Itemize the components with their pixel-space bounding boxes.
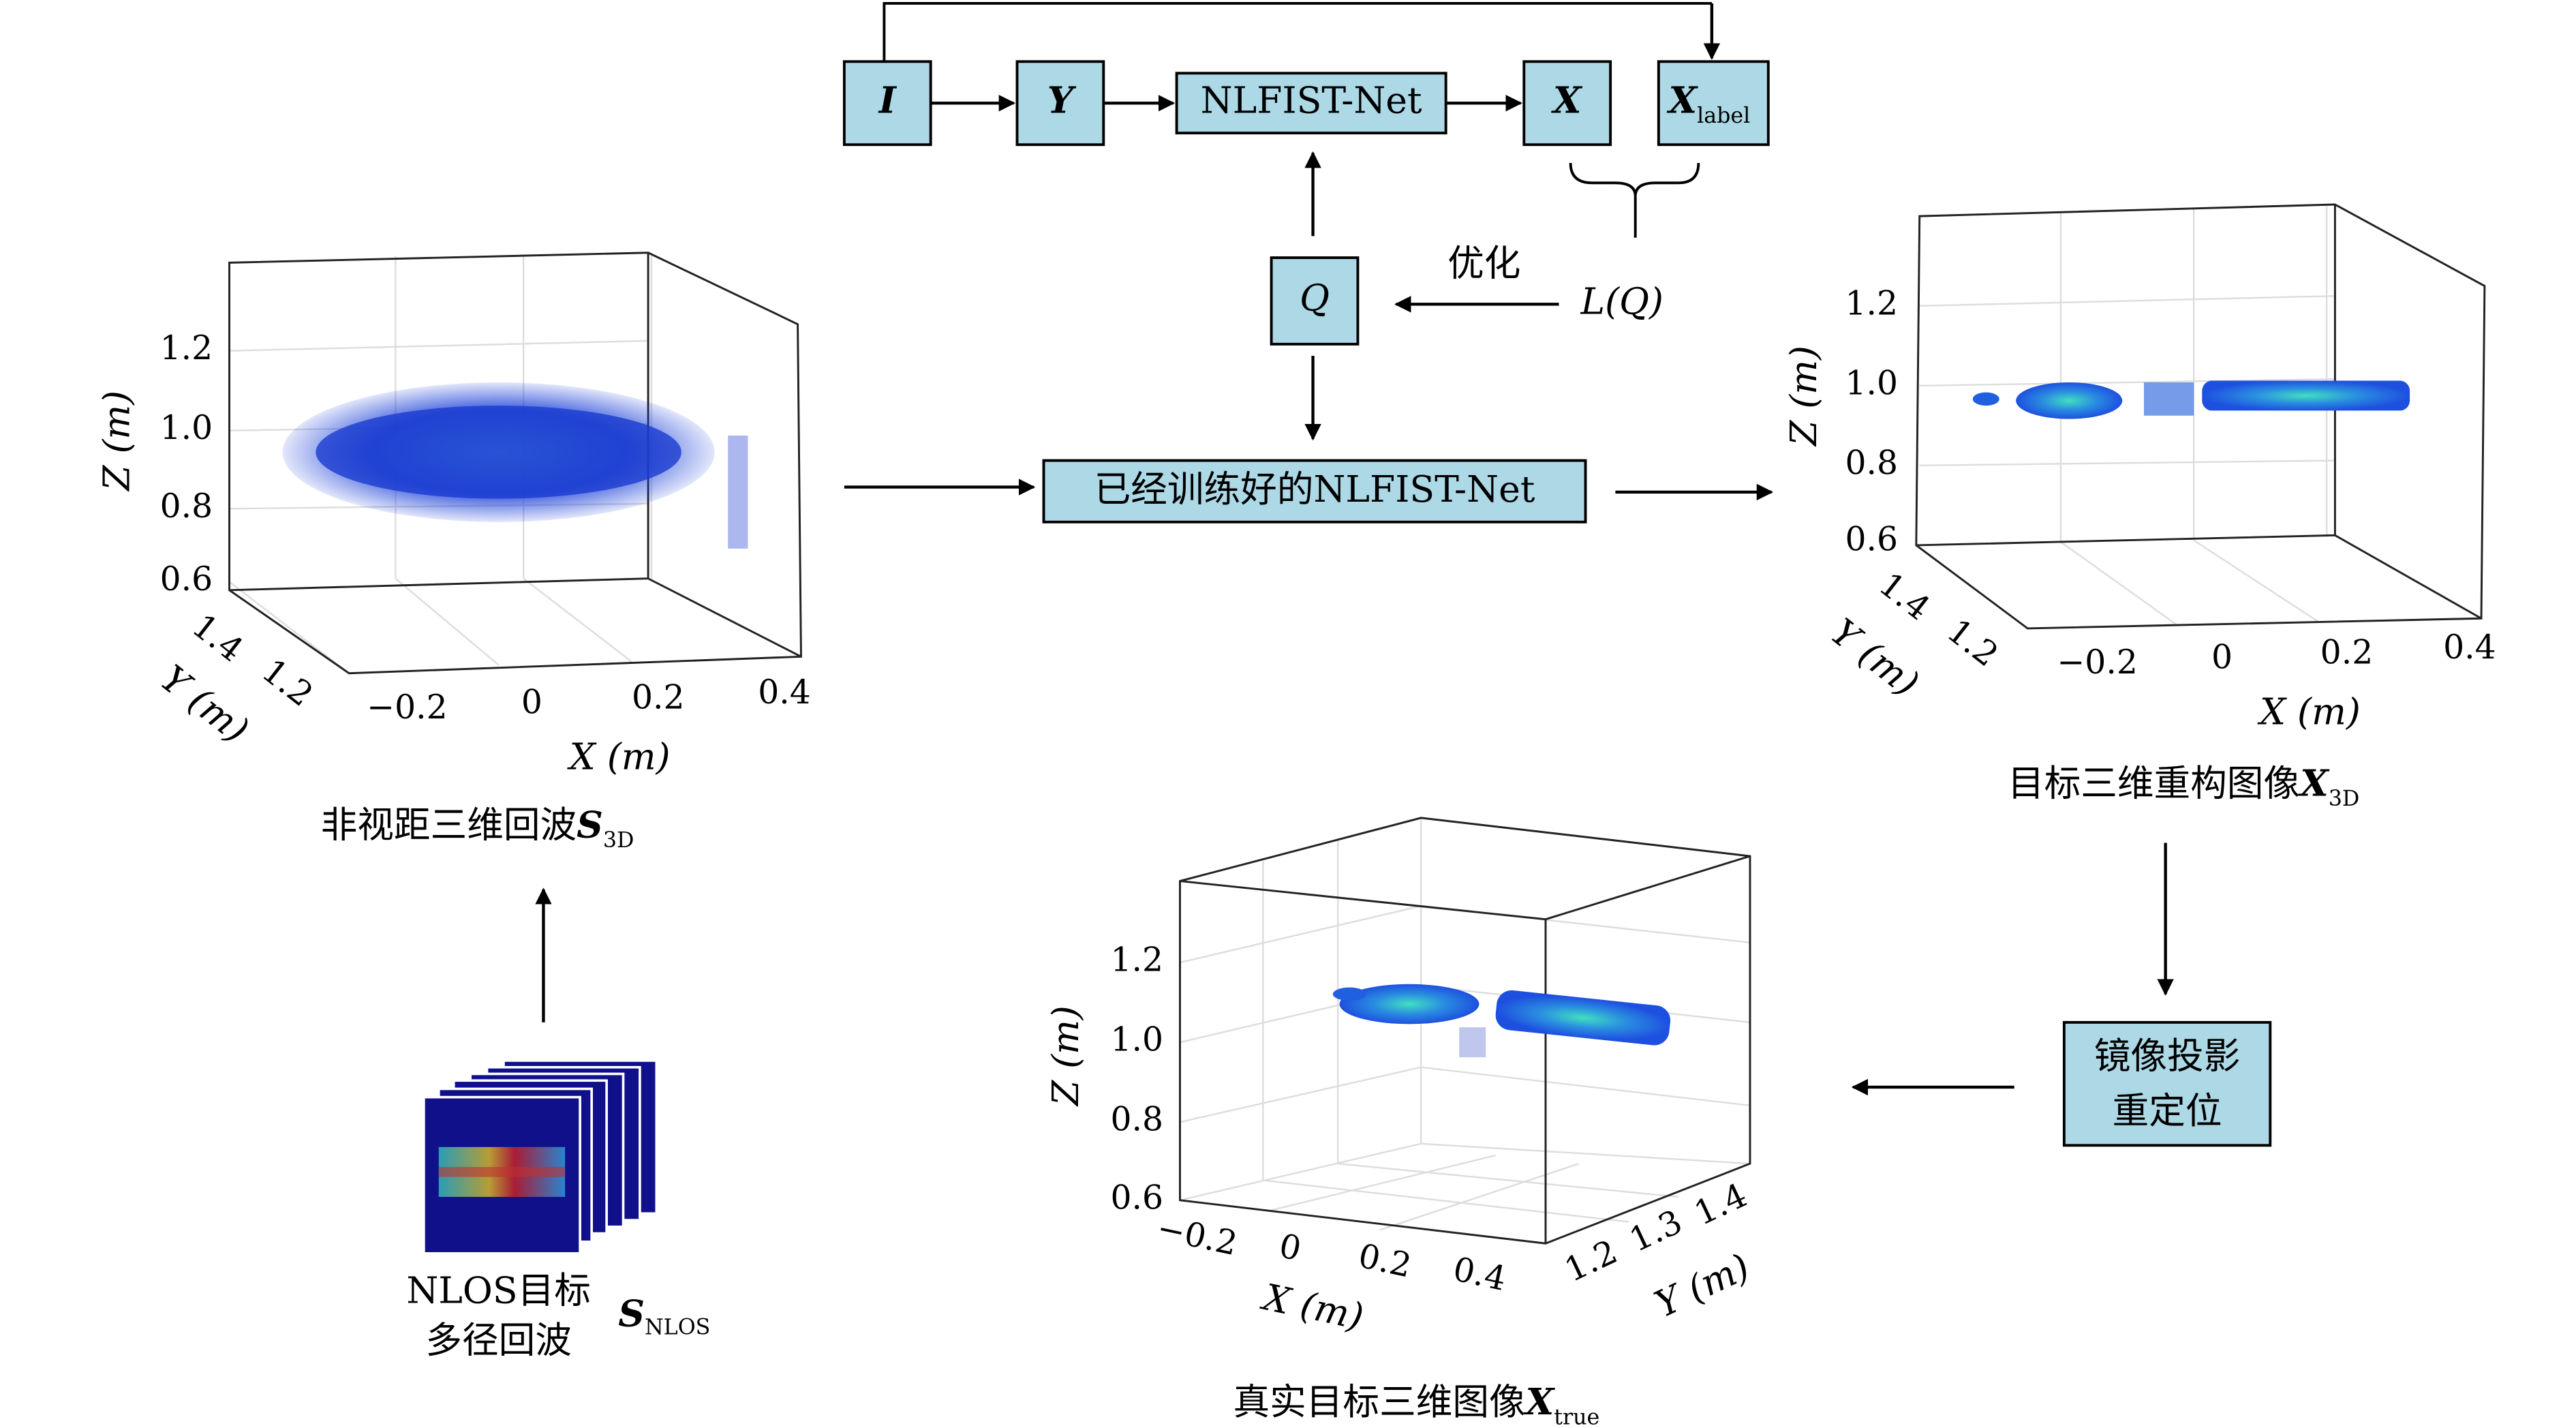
y-tick: 1.2 xyxy=(1940,611,2006,675)
symbol: X xyxy=(2298,762,2330,805)
y-axis-label: Y (m) xyxy=(1649,1245,1756,1326)
y-tick: 1.2 xyxy=(1559,1232,1623,1290)
reconstruction-volume xyxy=(1972,392,1999,406)
subscript: NLOS xyxy=(645,1315,710,1339)
symbol: S xyxy=(577,804,603,847)
caption-text: 目标三维重构图像 xyxy=(2008,762,2300,805)
node-label: Y xyxy=(1047,78,1077,121)
x-tick: −0.2 xyxy=(1154,1209,1241,1263)
x-axis-label: X (m) xyxy=(1257,1275,1368,1338)
echo-volume xyxy=(728,436,748,549)
node-label: I xyxy=(878,78,898,121)
node-label: Q xyxy=(1300,276,1330,319)
z-tick: 0.6 xyxy=(1111,1178,1164,1217)
x-tick: 0.4 xyxy=(2443,628,2496,667)
node-label: X xyxy=(1551,78,1583,121)
axes-box xyxy=(228,252,802,675)
z-tick: 0.6 xyxy=(1845,520,1898,559)
z-tick: 1.2 xyxy=(1111,941,1164,979)
subscript: 3D xyxy=(2329,787,2360,811)
node-box xyxy=(2062,1020,2272,1147)
z-tick: 0.8 xyxy=(1845,443,1898,482)
y-tick: 1.3 xyxy=(1624,1202,1688,1260)
z-axis-label: Z (m) xyxy=(1044,1005,1087,1107)
z-tick: 1.0 xyxy=(1845,363,1898,402)
x-axis-label: X (m) xyxy=(2257,690,2361,733)
truth-volume xyxy=(1459,1027,1486,1058)
node-label: 已经训练好的NLFIST-Net xyxy=(1094,468,1535,511)
z-tick: 0.6 xyxy=(160,560,213,598)
training-flow: I Y NLFIST-Net X Xlabel Q 优化 L(Q) 已经训练好的… xyxy=(842,2,1774,523)
caption: 真实目标三维图像Xtrue xyxy=(1233,1380,1600,1428)
node-box xyxy=(1175,72,1447,135)
plot-ground-truth: 1.2 1.0 0.8 0.6 Z (m) −0.2 0 0.2 0.4 X (… xyxy=(1044,817,1756,1428)
y-tick: 1.4 xyxy=(1872,565,1937,628)
y-tick: 1.2 xyxy=(255,651,320,714)
subscript: 3D xyxy=(603,828,634,853)
axes-box xyxy=(1179,817,1751,1245)
caption-text: 非视距三维回波 xyxy=(321,804,577,847)
z-tick: 1.0 xyxy=(160,408,213,447)
reconstruction-volume xyxy=(2143,382,2194,416)
z-tick: 0.8 xyxy=(160,487,213,526)
truth-volume xyxy=(1495,990,1671,1046)
node-label: 重定位 xyxy=(2113,1089,2222,1132)
node-box xyxy=(1015,60,1105,147)
node-label: NLFIST-Net xyxy=(1201,78,1422,121)
x-tick: 0.2 xyxy=(632,678,685,716)
x-tick: 0 xyxy=(2211,638,2233,677)
caption: 非视距三维回波S3D xyxy=(321,804,634,853)
z-tick: 1.2 xyxy=(160,329,213,367)
node-box xyxy=(1270,256,1360,346)
reconstruction-volume xyxy=(2202,380,2410,411)
truth-volume xyxy=(1332,987,1366,1001)
reconstruction-volume xyxy=(2016,382,2123,419)
echo-frames xyxy=(423,1059,658,1255)
x-tick: −0.2 xyxy=(2057,643,2137,682)
nlos-echoes: NLOS目标 多径回波 SNLOS xyxy=(406,887,710,1362)
z-tick: 1.2 xyxy=(1845,284,1898,322)
echo-volume xyxy=(316,406,681,499)
z-axis-label: Z (m) xyxy=(95,391,138,492)
z-axis-label: Z (m) xyxy=(1782,346,1825,447)
heatmap xyxy=(438,1167,566,1177)
symbol: S xyxy=(618,1292,645,1335)
x-tick: 0.2 xyxy=(2320,633,2374,671)
symbol: X xyxy=(1666,78,1698,121)
feedback-line xyxy=(883,2,1712,62)
node-label: Xlabel xyxy=(1666,78,1750,127)
x-tick: 0.4 xyxy=(1450,1249,1509,1298)
symbol: X xyxy=(1524,1380,1556,1423)
plot-reconstruction: 1.2 1.0 0.8 0.6 Z (m) 1.4 1.2 Y (m) −0.2… xyxy=(1782,203,2496,1147)
x-tick: −0.2 xyxy=(367,688,447,727)
truth-volume xyxy=(1339,984,1479,1024)
z-tick: 0.8 xyxy=(1111,1100,1164,1139)
node-label: 镜像投影 xyxy=(2094,1035,2241,1078)
x-tick: 0.4 xyxy=(758,673,811,712)
z-tick: 1.0 xyxy=(1111,1020,1164,1059)
x-axis-label: X (m) xyxy=(567,735,671,778)
optimize-label: 优化 xyxy=(1447,241,1520,284)
plot-echo: 1.2 1.0 0.8 0.6 Z (m) 1.4 1.2 Y (m) −0.2… xyxy=(95,252,811,853)
y-tick: 1.4 xyxy=(185,606,250,669)
subscript: label xyxy=(1697,103,1750,127)
subscript: true xyxy=(1554,1405,1599,1428)
x-tick: 0.2 xyxy=(1355,1236,1415,1286)
x-tick: 0 xyxy=(1276,1226,1304,1269)
node-box xyxy=(1042,459,1587,523)
caption-text: 真实目标三维图像 xyxy=(1233,1380,1526,1423)
node-box xyxy=(1657,60,1770,147)
echo-label: NLOS目标 xyxy=(406,1269,591,1311)
y-axis-label: Y (m) xyxy=(153,656,257,751)
x-tick: 0 xyxy=(521,683,542,722)
caption: 目标三维重构图像X3D xyxy=(2008,762,2359,811)
axes-box xyxy=(1915,203,2486,630)
brace xyxy=(1569,162,1700,196)
loss-label: L(Q) xyxy=(1580,279,1663,322)
echo-symbol: SNLOS xyxy=(618,1292,710,1339)
echo-label: 多径回波 xyxy=(425,1319,572,1362)
node-box xyxy=(1522,60,1612,147)
grid xyxy=(1916,206,2335,629)
